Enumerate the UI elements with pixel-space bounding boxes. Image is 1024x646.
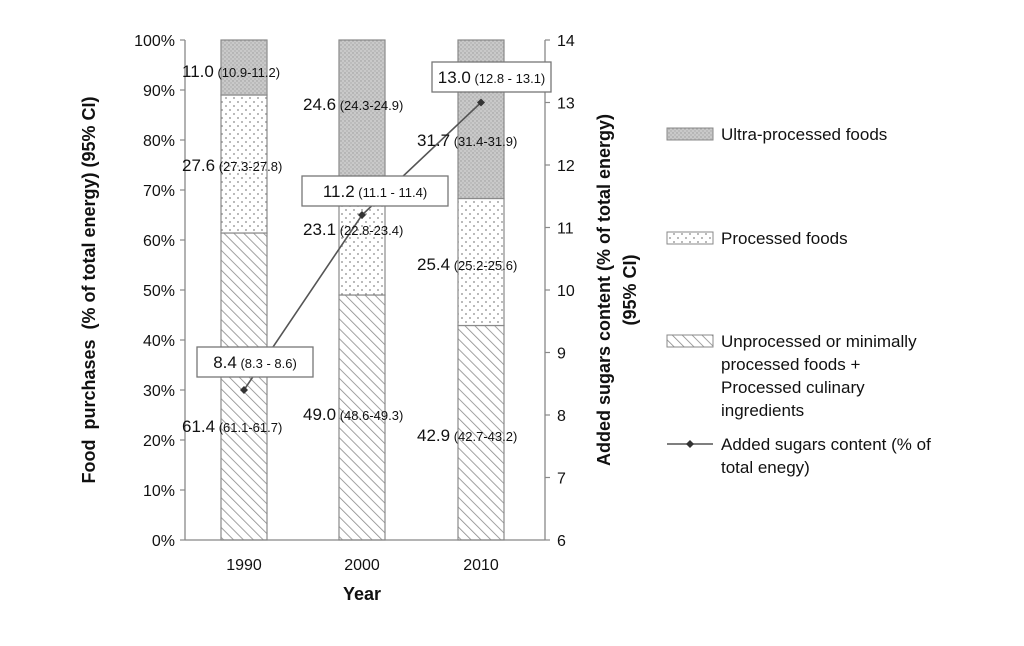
sugar-point-1990 [240, 386, 248, 394]
x-tick-label: 2000 [344, 557, 380, 574]
y-tick-label: 10% [143, 483, 175, 500]
y-axis-right-title-line-2: (95% CI) [620, 254, 640, 325]
value-label-ultra-processed-2010: 31.7 (31.4-31.9) [417, 131, 517, 150]
sugar-callout-label-1990: 8.4 (8.3 - 8.6) [213, 353, 297, 372]
y-tick-label: 60% [143, 233, 175, 250]
y-tick-label: 30% [143, 383, 175, 400]
legend-label-unprocessed: Unprocessed or minimally [721, 332, 917, 351]
value-label-unprocessed-2010: 42.9 (42.7-43.2) [417, 426, 517, 445]
x-tick-label: 2010 [463, 557, 499, 574]
legend-label-unprocessed: ingredients [721, 401, 804, 420]
y-right-tick-label: 8 [557, 408, 566, 425]
bar-unprocessed-2000 [338, 294, 386, 541]
legend-label-processed: Processed foods [721, 229, 848, 248]
y-tick-label: 40% [143, 333, 175, 350]
y-tick-label: 90% [143, 83, 175, 100]
y-tick-label: 80% [143, 133, 175, 150]
value-label-ultra-processed-2000: 24.6 (24.3-24.9) [303, 95, 403, 114]
y-right-tick-label: 6 [557, 533, 566, 550]
sugar-point-2010 [477, 98, 485, 107]
sugar-point-2000 [358, 211, 366, 219]
legend-marker-sugar [686, 440, 694, 448]
sugar-line-layer [240, 98, 485, 394]
y-right-tick-label: 7 [557, 471, 566, 488]
legend-label-sugar: total enegy) [721, 458, 810, 477]
legend-swatch-ultra-processed [666, 127, 714, 141]
y-axis-title: Food purchases (% of total energy) (95% … [79, 96, 99, 483]
y-right-tick-label: 9 [557, 346, 566, 363]
bar-processed-2010 [457, 197, 505, 327]
sugar-callout-box-2010 [431, 61, 552, 93]
y-right-tick-label: 11 [557, 221, 574, 238]
legend-swatch-processed [666, 231, 714, 245]
legend-label-sugar: Added sugars content (% of [721, 435, 931, 454]
legend-label-unprocessed: processed foods + [721, 355, 860, 374]
legend-swatch-unprocessed [666, 334, 714, 348]
value-label-processed-2010: 25.4 (25.2-25.6) [417, 255, 517, 274]
value-label-unprocessed-2000: 49.0 (48.6-49.3) [303, 405, 403, 424]
y-tick-label: 50% [143, 283, 175, 300]
y-axis-right-title-line-1: Added sugars content (% of total energy) [594, 114, 614, 466]
y-right-tick-label: 14 [557, 33, 575, 50]
axes-layer: 0% 10% 20% 30% 40% 50% 60% 70% 80% 90% 100% 6 7 8 9 10 1… [134, 33, 575, 574]
y-tick-label: 20% [143, 433, 175, 450]
legend-label-ultra-processed: Ultra-processed foods [721, 125, 887, 144]
value-label-processed-2000: 23.1 (22.8-23.4) [303, 220, 403, 239]
y-right-tick-label: 13 [557, 96, 575, 113]
y-tick-label: 0% [152, 533, 175, 550]
value-label-processed-1990: 27.6 (27.3-27.8) [182, 156, 282, 175]
y-right-tick-label: 10 [557, 283, 575, 300]
y-tick-label: 100% [134, 33, 175, 50]
bar-ultra-processed-1990 [220, 39, 268, 96]
value-label-unprocessed-1990: 61.4 (61.1-61.7) [182, 417, 282, 436]
sugar-callout-box-2000 [301, 175, 449, 207]
bar-processed-1990 [220, 94, 268, 234]
sugar-callout-layer: 8.4 (8.3 - 8.6) 11.2 (11.1 - 11.4) 13.0 (1… [196, 61, 552, 378]
legend: Ultra-processed foods Processed foods Unpr… [666, 125, 931, 477]
bar-ultra-processed-2000 [338, 39, 386, 181]
sugar-callout-box-1990 [196, 346, 314, 378]
legend-label-unprocessed: Processed culinary [721, 378, 865, 397]
sugar-callout-label-2010: 13.0 (12.8 - 13.1) [438, 68, 546, 87]
value-label-layer: 61.4 (61.1-61.7) 49.0 (48.6-49.3) 42.9 (42… [182, 62, 517, 445]
y-tick-label: 70% [143, 183, 175, 200]
x-axis-title: Year [343, 584, 381, 604]
y-right-tick-label: 12 [557, 158, 575, 175]
sugar-callout-label-2000: 11.2 (11.1 - 11.4) [323, 182, 427, 201]
value-label-ultra-processed-1990: 11.0 (10.9-11.2) [182, 62, 280, 81]
x-tick-label: 1990 [226, 557, 262, 574]
bar-layer [220, 39, 505, 541]
